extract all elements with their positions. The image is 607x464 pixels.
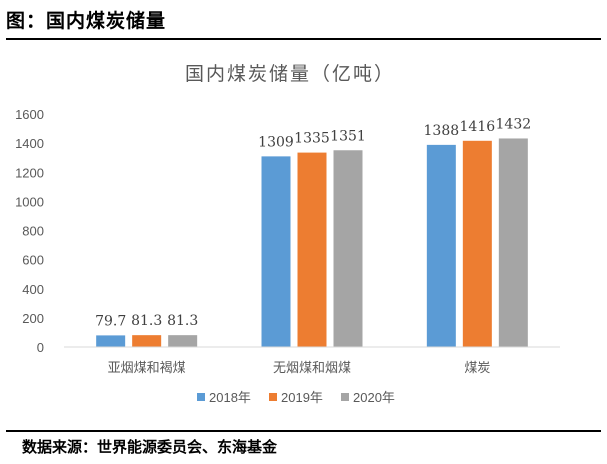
data-label: 1432 <box>496 116 532 132</box>
y-tick-label: 200 <box>22 311 44 326</box>
legend-label: 2018年 <box>209 390 251 405</box>
y-tick-label: 1000 <box>15 194 44 209</box>
y-tick-label: 400 <box>22 282 44 297</box>
legend-swatch <box>341 393 349 401</box>
data-label: 1388 <box>424 123 460 139</box>
bar <box>426 144 456 347</box>
y-tick-label: 800 <box>22 224 44 239</box>
data-label: 79.7 <box>95 313 126 329</box>
legend-swatch <box>197 393 205 401</box>
legend-swatch <box>269 393 277 401</box>
bar <box>168 335 198 347</box>
data-label: 1309 <box>258 134 294 150</box>
top-rule <box>6 38 601 40</box>
bar <box>132 335 162 347</box>
data-label: 1351 <box>330 128 366 144</box>
bar <box>297 152 327 347</box>
bars: 79.7 81.3 81.3 1309 1335 1351 1388 1416 1432 <box>95 116 531 347</box>
source-note: 数据来源：世界能源委员会、东海基金 <box>22 438 278 456</box>
category-label: 煤炭 <box>464 361 490 376</box>
bar <box>333 150 363 347</box>
y-tick-label: 1600 <box>15 107 44 122</box>
bar <box>498 138 528 347</box>
y-tick-label: 0 <box>37 340 44 355</box>
x-axis: 亚烟煤和褐煤 无烟煤和烟煤 煤炭 <box>64 346 560 376</box>
figure-title: 图：国内煤炭储量 <box>6 10 167 32</box>
category-label: 无烟煤和烟煤 <box>273 361 351 376</box>
data-label: 1416 <box>460 119 496 135</box>
chart-title: 国内煤炭储量（亿吨） <box>185 63 395 85</box>
bar <box>462 140 492 347</box>
y-tick-label: 1200 <box>15 165 44 180</box>
bar <box>96 335 126 347</box>
y-tick-label: 1400 <box>15 136 44 151</box>
y-tick-label: 600 <box>22 253 44 268</box>
legend-label: 2020年 <box>353 390 395 405</box>
y-axis: 0 200 400 600 800 1000 1200 1400 1600 <box>15 107 44 355</box>
data-label: 81.3 <box>167 313 198 329</box>
bottom-rule <box>6 430 601 432</box>
legend-label: 2019年 <box>281 390 323 405</box>
legend: 2018年 2019年 2020年 <box>197 390 395 405</box>
category-label: 亚烟煤和褐煤 <box>108 361 186 376</box>
data-label: 1335 <box>294 131 330 147</box>
bar <box>261 156 291 347</box>
data-label: 81.3 <box>131 313 162 329</box>
